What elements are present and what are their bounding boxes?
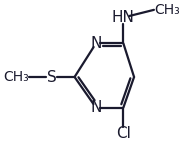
Text: CH₃: CH₃ — [3, 70, 29, 84]
Text: CH₃: CH₃ — [154, 3, 180, 17]
Text: HN: HN — [112, 10, 135, 25]
Text: Cl: Cl — [116, 126, 131, 141]
Text: N: N — [90, 36, 102, 51]
Text: S: S — [47, 69, 57, 85]
Text: N: N — [90, 100, 102, 115]
